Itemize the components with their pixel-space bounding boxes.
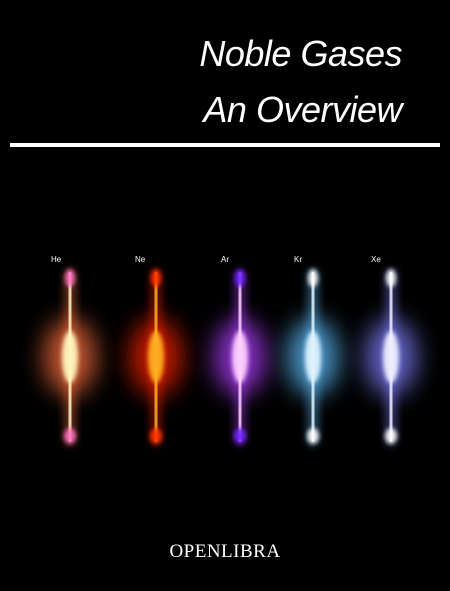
label-krypton: Kr [294,255,302,264]
title-divider [10,143,440,147]
publisher-name: OPENLIBRA [169,541,281,562]
title-line-2: An Overview [203,89,402,130]
tube-neon [130,269,182,445]
label-xenon: Xe [371,255,381,264]
label-argon: Ar [221,255,229,264]
tube-xenon [365,269,417,445]
tube-helium [44,269,96,445]
tube-argon [214,269,266,445]
title-line-1: Noble Gases [199,33,402,74]
label-helium: He [51,255,62,264]
label-neon: Ne [135,255,146,264]
gas-discharge-tubes-image [44,269,417,445]
tube-krypton [287,269,339,445]
